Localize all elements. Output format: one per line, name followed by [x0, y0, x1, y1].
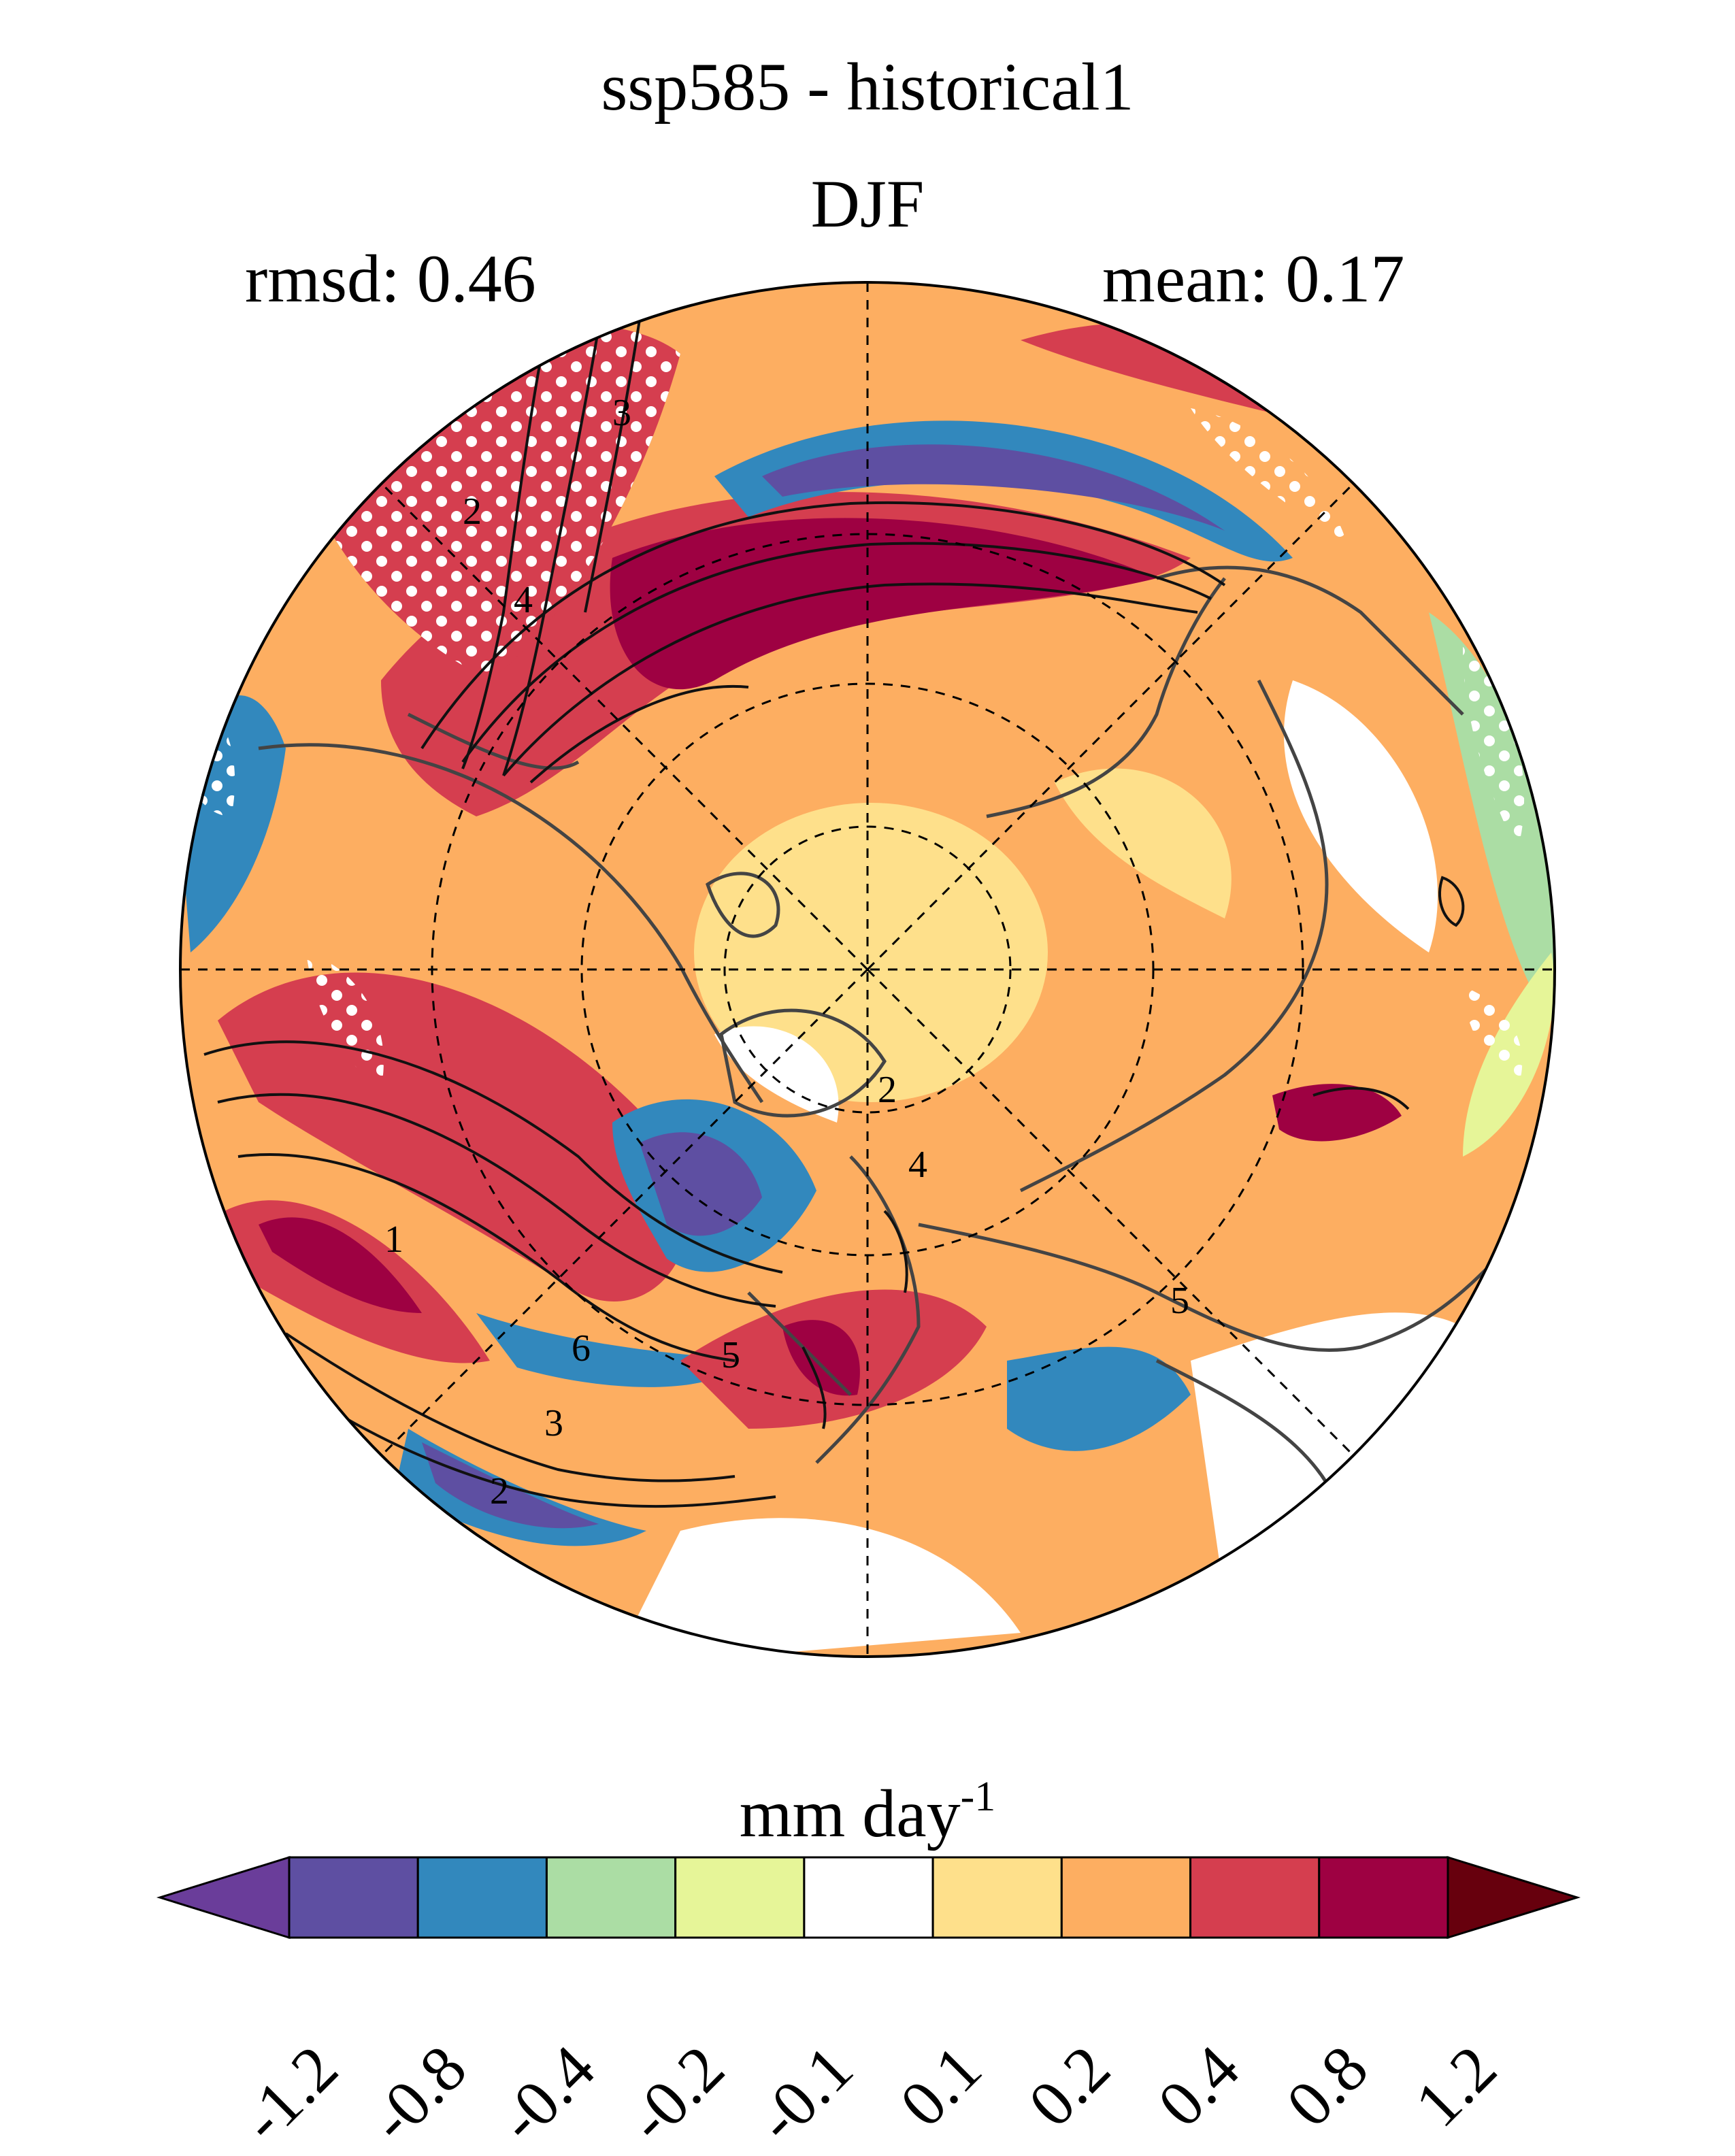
rmsd-label: rmsd: 0.46 — [245, 241, 536, 316]
colorbar-box — [674, 1856, 806, 1939]
contour-label: 2 — [463, 491, 482, 533]
colorbar-box — [416, 1856, 548, 1939]
contour-label: 3 — [544, 1402, 563, 1444]
globe-outline — [179, 281, 1556, 1658]
map-field — [180, 282, 1555, 1657]
polar-map: 3 2 4 1 6 5 3 2 2 4 5 — [179, 281, 1556, 1658]
colorbar-extend-low — [156, 1855, 291, 1940]
contour-label: 2 — [490, 1470, 509, 1512]
contour-label: 1 — [384, 1218, 403, 1261]
colorbar-units: mm day-1 — [0, 1776, 1735, 1848]
graticule — [180, 282, 1555, 1657]
mean-label: mean: 0.17 — [1102, 241, 1405, 316]
colorbar-box — [803, 1856, 934, 1939]
contour-label: 4 — [908, 1144, 927, 1186]
units-exponent: -1 — [960, 1774, 996, 1820]
colorbar-box — [1189, 1856, 1321, 1939]
contour-label-group: 3 2 4 1 6 5 3 2 2 4 5 — [384, 392, 1189, 1512]
colorbar-extend-high — [1447, 1855, 1581, 1940]
colorbar-box — [1318, 1856, 1449, 1939]
contour-label: 6 — [572, 1327, 591, 1370]
contour-label: 4 — [514, 579, 533, 621]
title-season: DJF — [810, 166, 925, 242]
colorbar-box — [931, 1856, 1063, 1939]
contour-lines — [203, 319, 1465, 1508]
contour-label: 5 — [721, 1334, 740, 1376]
units-main: mm day — [739, 1776, 961, 1851]
coastlines — [258, 565, 1498, 1485]
colorbar-box — [1060, 1856, 1192, 1939]
title-line1: ssp585 - historical1 — [601, 49, 1134, 125]
contour-label: 2 — [878, 1069, 897, 1111]
colorbar-box — [545, 1856, 677, 1939]
colorbar-box — [288, 1856, 419, 1939]
contour-label: 3 — [612, 392, 631, 434]
contour-label: 5 — [1170, 1280, 1189, 1322]
colorbar-segments — [156, 1855, 1581, 1940]
